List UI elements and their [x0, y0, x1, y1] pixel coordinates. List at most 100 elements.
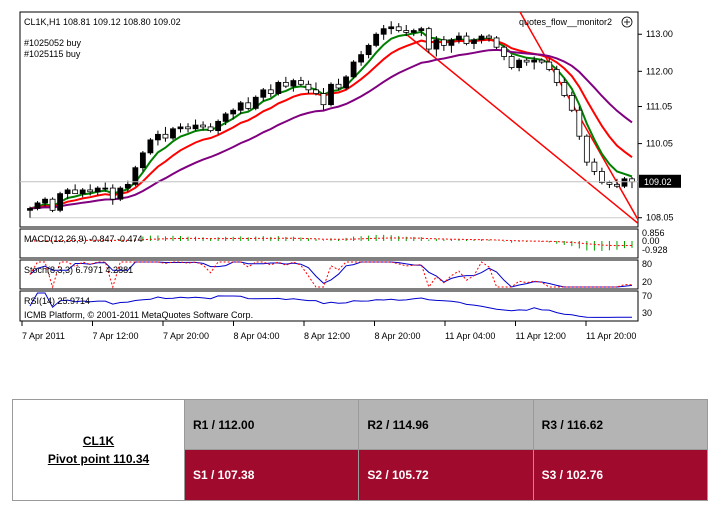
time-tick-label: 11 Apr 04:00	[445, 331, 495, 341]
resistance-r3: R3 / 116.62	[532, 399, 709, 450]
candle	[124, 180, 131, 192]
time-tick-label: 7 Apr 12:00	[93, 331, 139, 341]
pivot-symbol-cell: CL1K Pivot point 110.34	[12, 399, 185, 501]
candle	[553, 65, 560, 87]
ma-line-purple	[29, 48, 633, 210]
rsi-tick-label: 30	[642, 308, 652, 318]
candle	[493, 36, 500, 50]
support-s3: S3 / 102.76	[532, 449, 709, 501]
candle	[365, 43, 372, 59]
candle	[147, 138, 154, 155]
stoch-d-line	[29, 261, 633, 289]
candle	[207, 123, 214, 133]
price-tick-label: 113.00	[646, 29, 673, 39]
resistance-r2: R2 / 114.96	[358, 399, 534, 450]
candle	[42, 197, 48, 207]
support-s2: S2 / 105.72	[358, 449, 534, 501]
candle	[132, 165, 139, 187]
time-tick-label: 8 Apr 04:00	[234, 331, 280, 341]
candle	[192, 119, 199, 131]
candle	[568, 91, 575, 113]
time-tick-label: 8 Apr 20:00	[375, 331, 421, 341]
candle	[614, 178, 620, 189]
trendline	[405, 33, 638, 224]
candle	[237, 100, 244, 114]
macd-tick-label: 0.856	[642, 228, 665, 238]
price-tick-label: 112.00	[646, 66, 673, 76]
current-price-box	[639, 174, 681, 188]
macd-label: MACD(12,26,9) -0.847 -0.474	[24, 234, 143, 244]
candle	[222, 112, 229, 126]
rsi-line	[29, 292, 633, 318]
candle	[34, 201, 41, 211]
candle	[64, 188, 71, 200]
candle	[117, 186, 124, 202]
candle	[320, 87, 327, 111]
candle	[109, 184, 116, 205]
candle	[313, 82, 319, 96]
pivot-point-label: Pivot point 110.34	[47, 452, 150, 466]
candle	[87, 184, 94, 196]
stoch-tick-label: 80	[642, 259, 652, 269]
candle	[463, 32, 470, 46]
candle	[275, 80, 282, 96]
rsi-tick-label: 70	[642, 291, 652, 301]
candle	[94, 186, 101, 196]
annotation-2: #1025115 buy	[24, 49, 81, 59]
candle	[290, 78, 297, 92]
price-tick-label: 110.05	[646, 139, 673, 149]
copyright-text: ICMB Platform, © 2001-2011 MetaQuotes So…	[24, 310, 253, 320]
support-s1: S1 / 107.38	[183, 449, 360, 501]
candle	[380, 24, 387, 40]
pivot-symbol: CL1K	[82, 434, 115, 448]
candle	[328, 82, 334, 107]
resistance-r1: R1 / 112.00	[183, 399, 360, 450]
stoch-panel	[19, 259, 639, 290]
candle	[425, 26, 432, 53]
indicator-settings-icon[interactable]	[621, 16, 633, 28]
price-tick-label: 111.05	[646, 102, 672, 112]
candle	[523, 58, 530, 66]
candle	[403, 24, 410, 37]
candle	[252, 95, 259, 111]
candle	[335, 78, 342, 90]
stoch-label: Stoch(8,3,3) 6.7971 4.2881	[24, 265, 133, 275]
candle	[591, 158, 598, 176]
candle	[410, 28, 417, 37]
indicator-name: quotes_flow__monitor2	[519, 17, 612, 27]
candle	[561, 78, 568, 98]
stoch-tick-label: 20	[642, 277, 652, 287]
candle	[49, 197, 56, 213]
time-tick-label: 7 Apr 20:00	[163, 331, 209, 341]
candle	[576, 106, 583, 140]
candle	[440, 36, 447, 51]
candle	[185, 123, 191, 133]
candle	[516, 58, 523, 72]
rsi-label: RSI(14) 25.9714	[24, 296, 90, 306]
candle	[282, 76, 289, 88]
candle	[448, 37, 455, 53]
candle	[177, 123, 184, 133]
stoch-k-line	[29, 261, 633, 288]
candle	[155, 130, 161, 146]
time-tick-label: 8 Apr 12:00	[304, 331, 350, 341]
rsi-panel	[19, 290, 639, 322]
candle	[170, 126, 176, 140]
time-tick-label: 11 Apr 20:00	[586, 331, 636, 341]
candle	[260, 87, 267, 101]
time-tick-label: 7 Apr 2011	[22, 331, 65, 341]
macd-panel	[19, 228, 639, 259]
candle	[305, 80, 312, 94]
candle	[478, 34, 485, 44]
candle	[456, 32, 462, 44]
candle	[621, 176, 628, 189]
candle	[486, 34, 492, 42]
candle	[230, 108, 237, 120]
main-panel	[19, 11, 639, 228]
candle	[388, 21, 395, 35]
current-price-label: 109.02	[644, 177, 672, 187]
candle	[72, 184, 79, 195]
candle	[395, 23, 402, 33]
candle	[102, 182, 109, 192]
